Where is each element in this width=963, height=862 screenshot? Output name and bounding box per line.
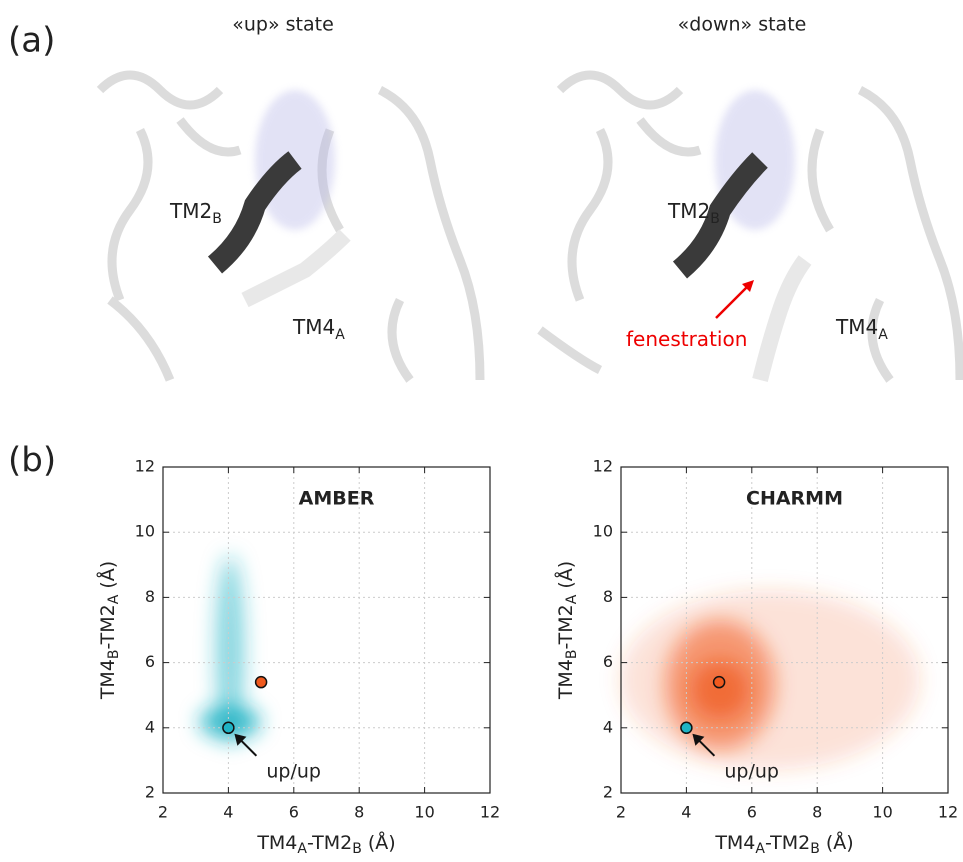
y-tick-label: 4 (603, 717, 613, 736)
x-tick-label: 12 (938, 803, 958, 822)
label-sub: A (878, 327, 888, 343)
structure-label: TM2B (169, 199, 222, 228)
charmm-cloud (620, 590, 920, 770)
label-main: TM2 (169, 199, 212, 223)
x-axis-label: TM4A-TM2B (Å) (714, 831, 853, 858)
x-tick-label: 8 (812, 803, 822, 822)
label-sub: A (335, 327, 345, 343)
label-sub: B (710, 211, 720, 227)
x-tick-label: 12 (480, 803, 500, 822)
structure-label: fenestration (626, 327, 747, 351)
label-part: (Å) (554, 561, 577, 595)
label-part: -TM2 (307, 832, 352, 854)
label-main: TM2 (667, 199, 710, 223)
point (254, 675, 268, 689)
annotation-arrowhead (692, 733, 705, 746)
label-part: (Å) (362, 831, 396, 854)
helix-tm4a-up (241, 229, 351, 308)
plot-frame (162, 466, 491, 794)
y-tick-label: 2 (603, 783, 613, 802)
y-tick-label: 2 (145, 783, 155, 802)
chart-title: CHARMM (746, 488, 843, 510)
fenestration-arrow (715, 283, 751, 319)
label-part: -TM2 (97, 604, 119, 649)
label-sub: B (106, 649, 122, 659)
x-tick-label: 2 (158, 803, 168, 822)
label-part: (Å) (96, 561, 119, 595)
x-tick-label: 8 (354, 803, 364, 822)
label-sub: A (755, 841, 765, 857)
label-part: TM4 (714, 832, 755, 854)
helix-tm4a-down (752, 255, 812, 382)
chart-title: AMBER (299, 488, 375, 510)
point (712, 675, 726, 689)
x-tick-label: 10 (872, 803, 892, 822)
image-title: «down» state (678, 14, 807, 36)
x-tick-label: 4 (681, 803, 691, 822)
label-part: -TM2 (555, 604, 577, 649)
label-sub: A (297, 841, 307, 857)
y-tick-label: 4 (145, 717, 155, 736)
x-tick-label: 4 (223, 803, 233, 822)
label-sub: B (212, 211, 222, 227)
structure-label: TM4A (835, 315, 888, 344)
point (222, 721, 235, 735)
y-tick-label: 8 (603, 587, 613, 606)
helix-tm2b-up (207, 151, 302, 274)
label-part: (Å) (820, 831, 854, 854)
y-axis-label: TM4B-TM2A (Å) (96, 561, 123, 700)
annotation: up/up (266, 760, 321, 782)
point (680, 721, 693, 735)
x-axis-label: TM4A-TM2B (Å) (256, 831, 395, 858)
image-title: «up» state (232, 14, 334, 36)
structure-label: TM2B (667, 199, 720, 228)
label-sub: B (810, 841, 820, 857)
y-tick-label: 6 (145, 652, 155, 671)
protein-down (537, 70, 963, 383)
x-tick-label: 2 (616, 803, 626, 822)
fenestration-arrowhead (742, 280, 754, 292)
panel-label: (b) (8, 441, 56, 481)
y-axis-label: TM4B-TM2A (Å) (554, 561, 581, 700)
label-main: TM4 (292, 315, 335, 339)
label-sub: B (352, 841, 362, 857)
label-main: TM4 (835, 315, 878, 339)
y-tick-label: 10 (135, 522, 155, 541)
y-tick-label: 12 (593, 457, 613, 476)
y-tick-label: 6 (603, 652, 613, 671)
structure-label: TM4A (292, 315, 345, 344)
label-sub: B (564, 649, 580, 659)
x-tick-label: 10 (414, 803, 434, 822)
label-part: TM4 (555, 659, 577, 700)
label-main: fenestration (626, 327, 747, 351)
panel-label: (a) (8, 21, 55, 61)
amber-cloud (200, 555, 260, 745)
protein-up (96, 70, 485, 383)
y-tick-label: 12 (135, 457, 155, 476)
x-tick-label: 6 (747, 803, 757, 822)
x-tick-label: 6 (289, 803, 299, 822)
label-part: TM4 (256, 832, 297, 854)
label-sub: A (106, 594, 122, 604)
label-part: TM4 (97, 659, 119, 700)
label-sub: A (564, 594, 580, 604)
annotation: up/up (724, 760, 779, 782)
y-tick-label: 10 (593, 522, 613, 541)
y-tick-label: 8 (145, 587, 155, 606)
annotation-arrowhead (234, 733, 247, 746)
plot-frame (620, 466, 949, 794)
label-part: -TM2 (765, 832, 810, 854)
helix-tm2b-down (672, 152, 768, 279)
